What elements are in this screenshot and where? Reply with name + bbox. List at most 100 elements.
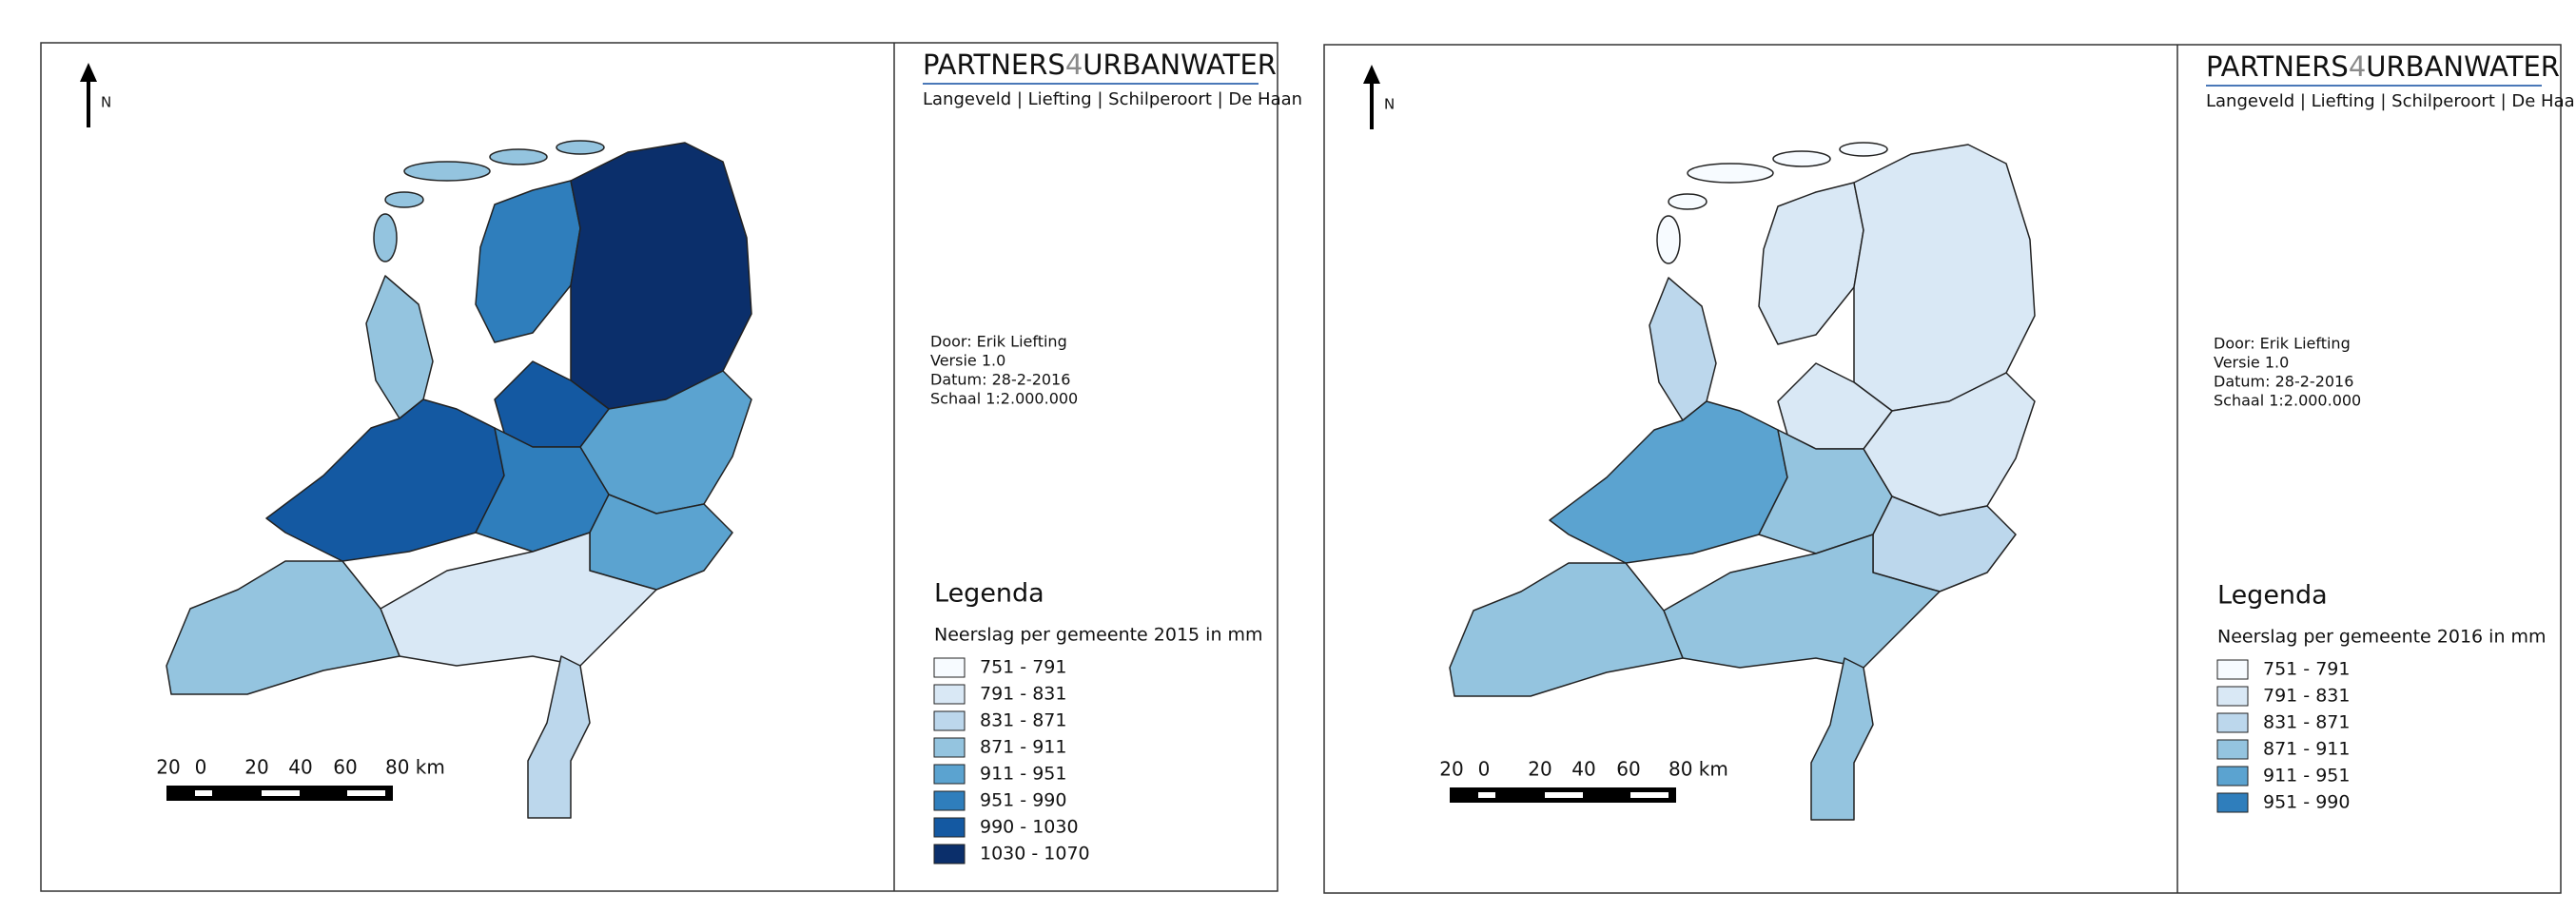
- info-line: Schaal 1:2.000.000: [930, 390, 1078, 408]
- scale-label: 40: [288, 756, 312, 779]
- north-label: N: [1384, 96, 1395, 113]
- scale-label: 0: [195, 756, 207, 779]
- legend-swatch: [933, 844, 966, 864]
- logo-part: PARTNERS: [2206, 50, 2349, 83]
- region-west-holland: [1549, 400, 1788, 564]
- wadden-island: [384, 191, 424, 208]
- info-line: Datum: 28-2-2016: [930, 371, 1070, 389]
- region-friesland: [1758, 182, 1864, 345]
- wadden-island: [1656, 215, 1681, 264]
- legend-label: 911 - 951: [2263, 766, 2350, 787]
- scale-label: 20: [1439, 758, 1463, 781]
- info-line: Datum: 28-2-2016: [2214, 373, 2353, 391]
- legend-swatch: [933, 710, 966, 731]
- legend-label: 1030 - 1070: [980, 844, 1090, 864]
- wadden-island: [1668, 193, 1708, 210]
- logo-part: URBANWATER: [1083, 49, 1277, 81]
- north-label: N: [101, 94, 111, 111]
- scale-label: 80 km: [385, 756, 445, 779]
- info-line: Door: Erik Liefting: [930, 333, 1067, 351]
- legend-label: 871 - 911: [980, 737, 1066, 758]
- legend-swatch: [2216, 712, 2249, 733]
- legend-swatch: [2216, 766, 2249, 787]
- legend-swatch: [2216, 792, 2249, 813]
- sheet-frame: [1323, 44, 2562, 894]
- region-noord-holland: [1649, 277, 1717, 421]
- logo-part: URBANWATER: [2366, 50, 2560, 83]
- legend-swatch: [933, 657, 966, 678]
- info-line: Schaal 1:2.000.000: [2214, 392, 2361, 410]
- legend-label: 831 - 871: [2263, 712, 2350, 733]
- legend-label: 831 - 871: [980, 710, 1066, 731]
- scale-label: 60: [1616, 758, 1640, 781]
- scale-bar-segment: [1478, 792, 1495, 798]
- legend-label: 871 - 911: [2263, 739, 2350, 760]
- scale-bar-segment: [195, 790, 212, 796]
- scale-bar-segment: [347, 790, 385, 796]
- wadden-island: [1687, 163, 1774, 184]
- logo-subtitle: Langeveld | Liefting | Schilperoort | De…: [2206, 91, 2576, 111]
- legend-swatch: [933, 817, 966, 838]
- netherlands-map: [166, 140, 752, 819]
- legend-label: 951 - 990: [2263, 792, 2350, 813]
- legend-title: Legenda: [2217, 581, 2328, 611]
- scale-label: 40: [1571, 758, 1595, 781]
- legend-label: 911 - 951: [980, 764, 1066, 785]
- wadden-island: [373, 213, 398, 262]
- region-west-holland: [265, 398, 505, 562]
- map-sheet: N 20 0 20 40 60 80 km PARTNERS4URBANWATER Langev…: [40, 42, 1302, 892]
- legend-label: 791 - 831: [2263, 686, 2350, 707]
- scale-bar-segment: [262, 790, 300, 796]
- sheet-frame: [40, 42, 1278, 892]
- wadden-island: [489, 148, 548, 165]
- scale-label: 80 km: [1669, 758, 1728, 781]
- legend-label: 951 - 990: [980, 790, 1066, 811]
- region-groningen-drenthe: [570, 142, 752, 410]
- scale-label: 0: [1478, 758, 1491, 781]
- scale-label: 60: [333, 756, 357, 779]
- scale-label: 20: [156, 756, 180, 779]
- logo-part: 4: [2349, 50, 2366, 83]
- legend-swatch: [2216, 686, 2249, 707]
- logo-part: 4: [1065, 49, 1083, 81]
- scale-label: 20: [1528, 758, 1551, 781]
- region-zeeland: [1449, 562, 1684, 697]
- legend-swatch: [933, 737, 966, 758]
- wadden-island: [556, 140, 605, 155]
- scale-label: 20: [244, 756, 268, 779]
- wadden-island: [1772, 150, 1831, 167]
- legend-subtitle: Neerslag per gemeente 2015 in mm: [934, 625, 1263, 646]
- region-brabant: [380, 532, 657, 667]
- logo-part: PARTNERS: [923, 49, 1065, 81]
- logo-title: PARTNERS4URBANWATER: [923, 49, 1277, 81]
- legend-label: 990 - 1030: [980, 817, 1079, 838]
- wadden-island: [1839, 142, 1888, 157]
- region-limburg: [1810, 657, 1874, 821]
- scale-bar-segment: [1545, 792, 1583, 798]
- north-arrow-head: [1363, 65, 1380, 84]
- map-sheet: N 20 0 20 40 60 80 km PARTNERS4URBANWATER Langev…: [1323, 44, 2576, 894]
- region-limburg: [527, 655, 591, 819]
- scale-bar-segment: [1630, 792, 1669, 798]
- info-line: Door: Erik Liefting: [2214, 335, 2351, 353]
- legend-swatch: [2216, 739, 2249, 760]
- region-noord-holland: [365, 275, 434, 419]
- netherlands-map: [1449, 142, 2036, 821]
- legend-swatch: [2216, 659, 2249, 680]
- legend-label: 751 - 791: [2263, 659, 2350, 680]
- wadden-island: [403, 161, 491, 182]
- region-brabant: [1663, 534, 1941, 669]
- region-friesland: [475, 180, 581, 343]
- logo-subtitle: Langeveld | Liefting | Schilperoort | De…: [923, 89, 1302, 109]
- legend-label: 751 - 791: [980, 657, 1066, 678]
- legend-swatch: [933, 684, 966, 705]
- legend-title: Legenda: [934, 579, 1044, 609]
- logo-title: PARTNERS4URBANWATER: [2206, 50, 2560, 83]
- legend-swatch: [933, 790, 966, 811]
- region-groningen-drenthe: [1853, 144, 2036, 412]
- info-line: Versie 1.0: [2214, 354, 2289, 372]
- legend-subtitle: Neerslag per gemeente 2016 in mm: [2217, 627, 2547, 648]
- info-line: Versie 1.0: [930, 352, 1005, 370]
